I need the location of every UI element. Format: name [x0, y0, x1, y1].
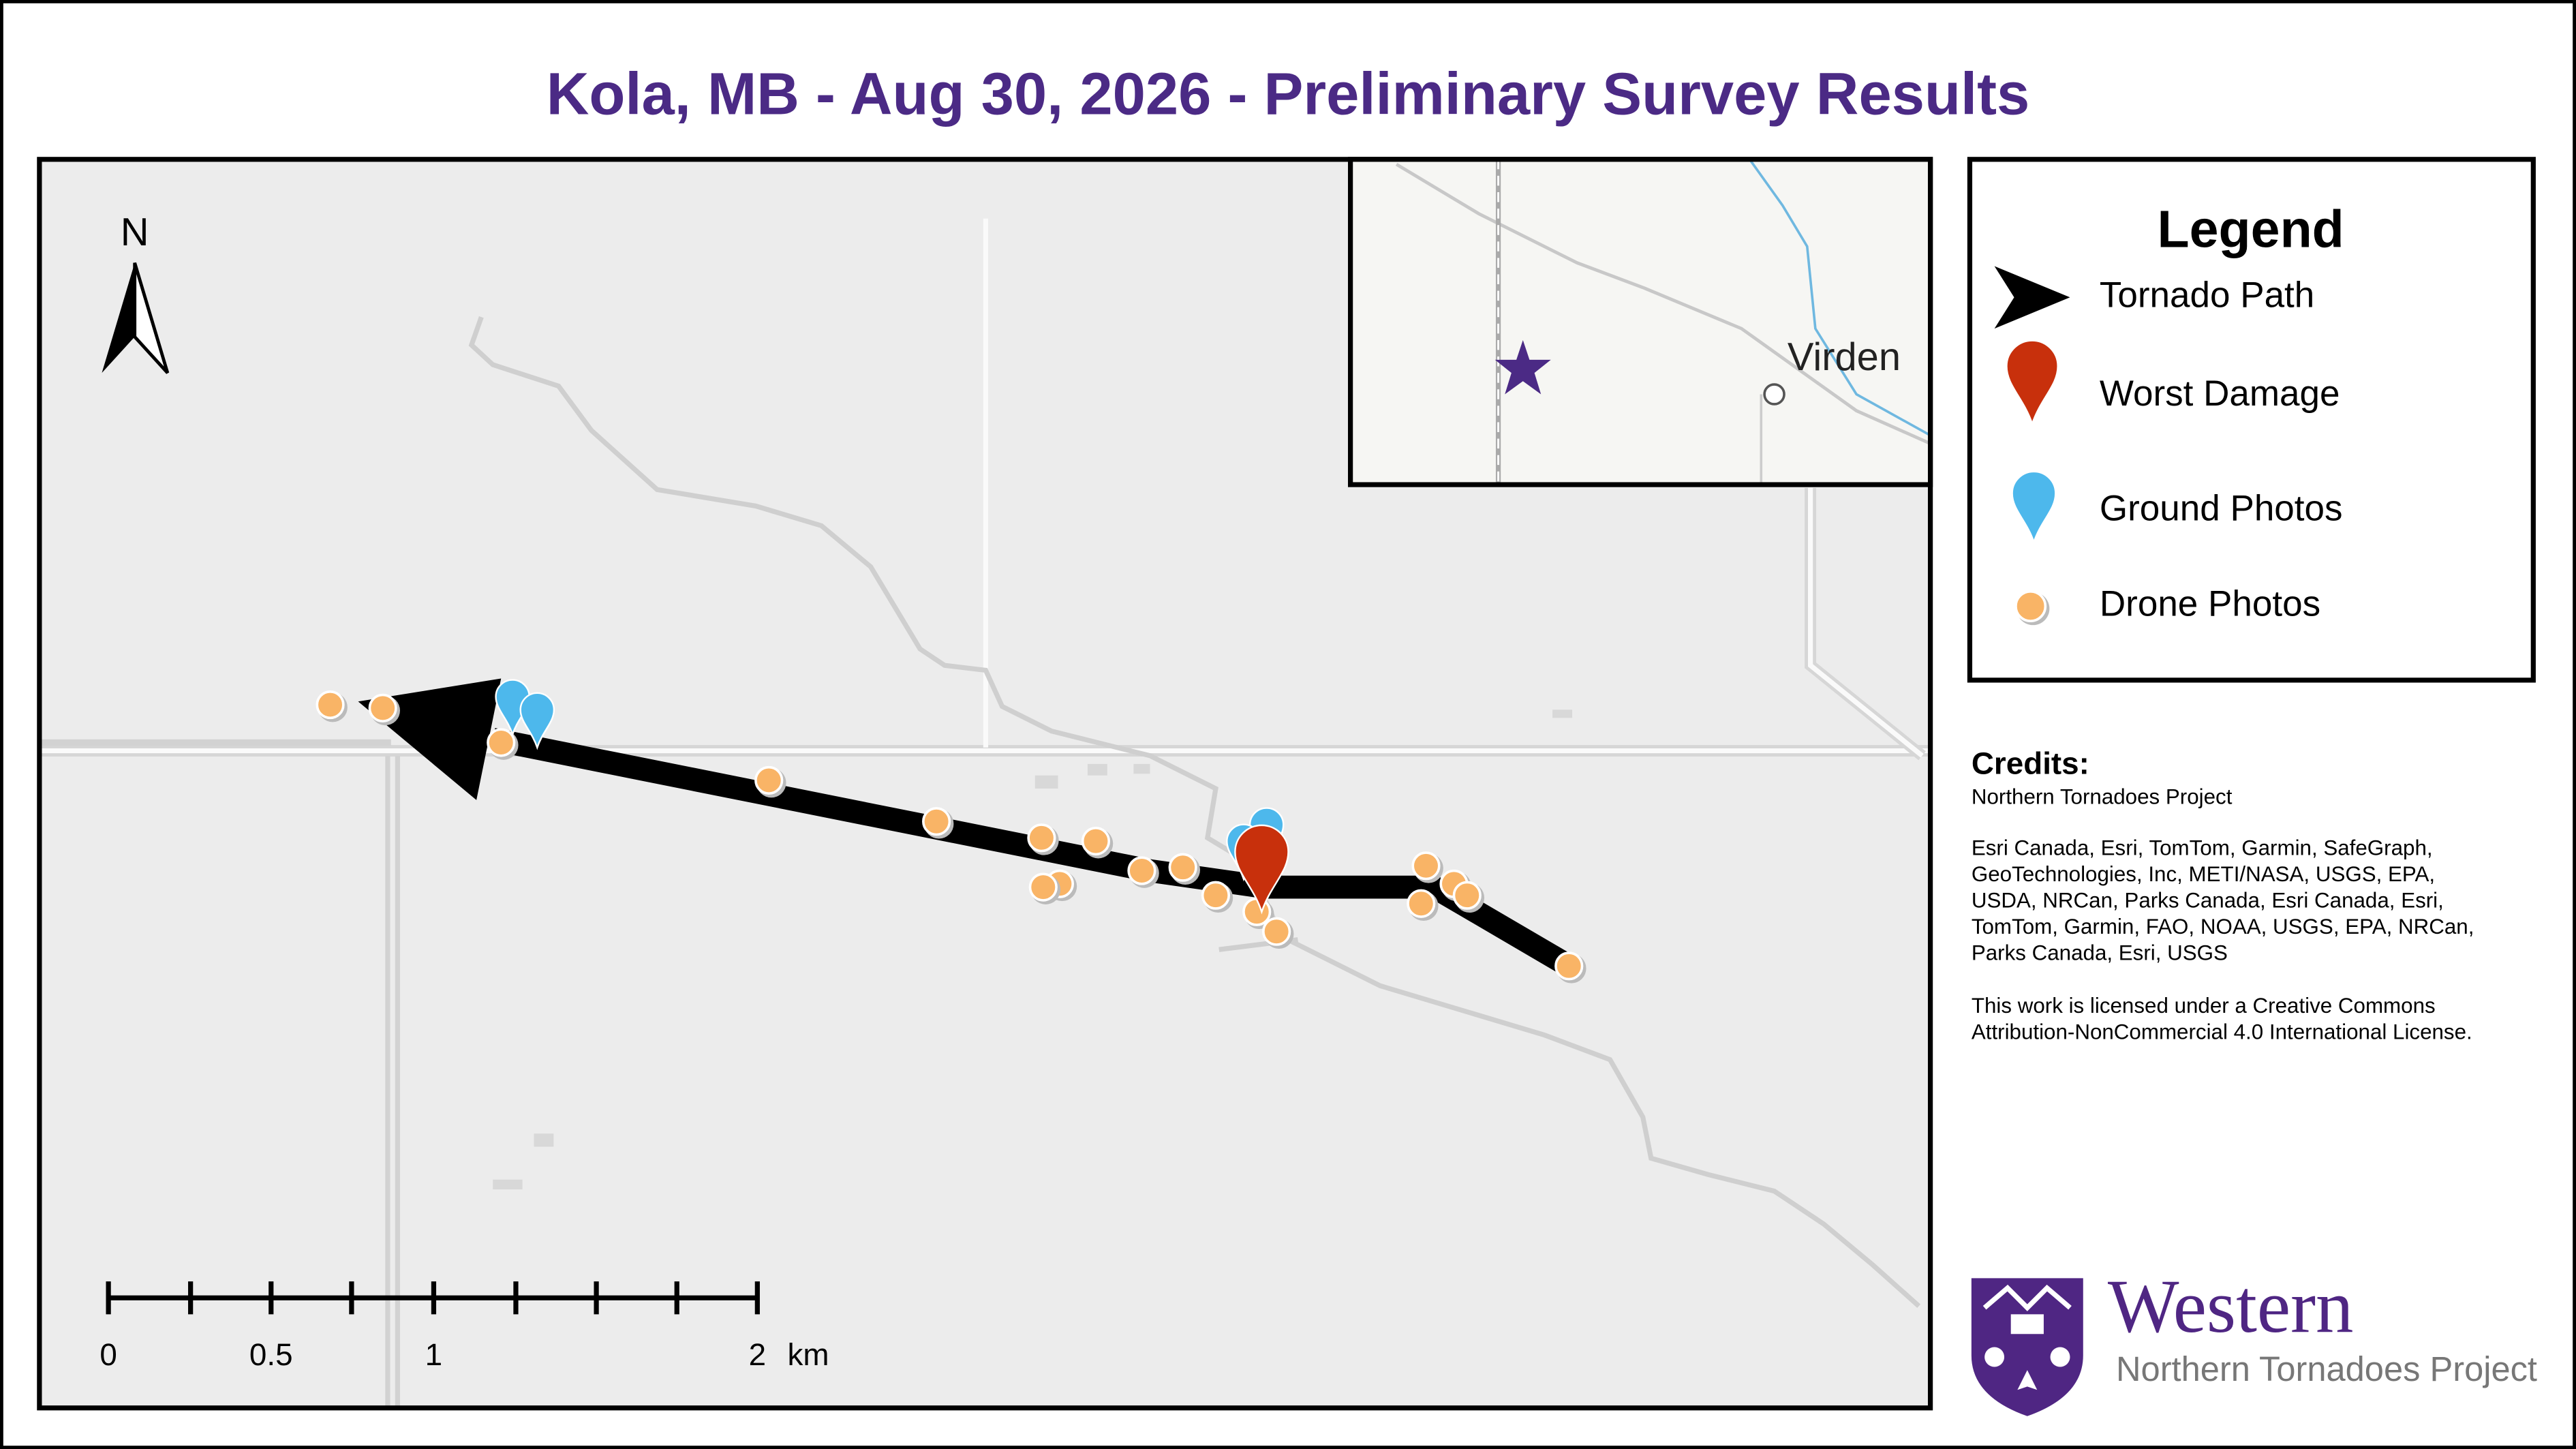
drone-photo [487, 728, 516, 757]
ground-photo [519, 692, 555, 750]
credits-line: GeoTechnologies, Inc, METI/NASA, USGS, E… [1972, 862, 2435, 886]
inset-road [1395, 162, 1931, 446]
drone-photo [1452, 881, 1482, 910]
road [468, 316, 1921, 1308]
logo-crown [1982, 1284, 2072, 1311]
legend-label: Drone Photos [2100, 583, 2320, 624]
license-line: This work is licensed under a Creative C… [1972, 994, 2436, 1018]
drone-photo [1028, 872, 1058, 902]
drone-photo [1411, 851, 1441, 881]
logo-shield [1971, 1278, 2083, 1416]
drone-photo [1168, 853, 1197, 882]
credits-heading: Credits: [1972, 746, 2089, 780]
inset-town [1763, 383, 1785, 406]
legend-box [1967, 157, 2536, 683]
credits: Credits: Northern Tornadoes Project Esri… [1972, 746, 2474, 1043]
legend-title: Legend [2158, 200, 2344, 259]
inset-frame [1347, 157, 1933, 487]
drone-photo [754, 765, 784, 795]
scale-label: 1 [425, 1337, 442, 1372]
credits-line: Parks Canada, Esri, USGS [1972, 941, 2228, 965]
logo-leaf [2017, 1370, 2038, 1390]
inset-river [1748, 158, 1931, 437]
inset-star [1494, 339, 1551, 395]
title: Kola, MB - Aug 30, 2026 - Preliminary Su… [547, 61, 2029, 127]
building [493, 1179, 523, 1190]
legend-icon-damage [2006, 339, 2059, 427]
photo-points [316, 679, 1586, 983]
credits-line: Esri Canada, Esri, TomTom, Garmin, SafeG… [1972, 836, 2433, 859]
building [1552, 710, 1573, 718]
legend: Legend Tornado Path Worst Damage Ground Ph… [1967, 157, 2536, 683]
scale-label: 0.5 [249, 1337, 293, 1372]
buildings [493, 710, 1573, 1190]
building [1087, 763, 1107, 776]
drone-photo [368, 693, 397, 722]
north-label: N [121, 211, 149, 254]
legend-label: Worst Damage [2100, 373, 2340, 414]
credits-line: TomTom, Garmin, FAO, NOAA, USGS, EPA, NR… [1972, 915, 2474, 939]
north-arrow: N [102, 211, 170, 374]
logo-subtitle: Northern Tornadoes Project [2116, 1349, 2537, 1388]
inset-map: Virden [1347, 157, 1933, 487]
inset-label: Virden [1788, 335, 1901, 379]
building [1133, 763, 1150, 774]
drone-photo [1027, 823, 1056, 853]
scale-bar: 0 0.5 1 2 km [99, 1281, 829, 1372]
logo-emblem [2050, 1347, 2070, 1367]
drone-photo [1407, 889, 1436, 918]
building [534, 1133, 554, 1147]
scale-label: km [788, 1337, 829, 1372]
legend-label: Ground Photos [2100, 489, 2343, 529]
license-line: Attribution-NonCommercial 4.0 Internatio… [1972, 1020, 2472, 1043]
road [1807, 487, 1924, 758]
drone-photo [316, 690, 345, 720]
scale-label: 2 [749, 1337, 766, 1372]
logo: Western Northern Tornadoes Project [1971, 1264, 2537, 1416]
inset-background [1350, 159, 1931, 485]
map-frame [37, 157, 1933, 1411]
legend-icon-ground [2011, 470, 2057, 545]
north-arrow-right [133, 262, 170, 374]
drone-photo [1554, 951, 1584, 981]
logo-name: Western [2108, 1264, 2354, 1348]
logo-emblem [1984, 1347, 2005, 1367]
legend-label: Tornado Path [2100, 275, 2314, 315]
drone-photo [1201, 881, 1231, 910]
worst-damage [1234, 824, 1289, 915]
north-arrow-left [102, 262, 135, 373]
building [1034, 775, 1058, 789]
drone-photo [2014, 590, 2047, 622]
credits-line: USDA, NRCan, Parks Canada, Esri Canada, … [1972, 889, 2444, 913]
drone-photo [1127, 856, 1156, 885]
drone-photo [1262, 917, 1291, 946]
logo-book [2010, 1314, 2044, 1334]
scale-label: 0 [99, 1337, 117, 1372]
drone-photo [922, 807, 951, 836]
legend-icon-path [1994, 266, 2070, 329]
drone-photo [1081, 827, 1111, 856]
credits-source: Northern Tornadoes Project [1972, 785, 2233, 809]
